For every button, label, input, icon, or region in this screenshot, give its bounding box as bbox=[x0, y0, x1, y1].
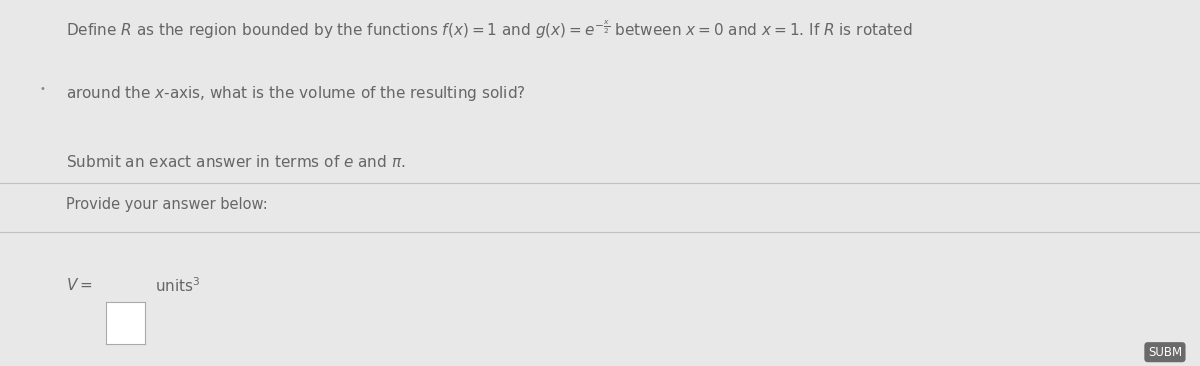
Text: Provide your answer below:: Provide your answer below: bbox=[66, 197, 268, 212]
Text: $V=$: $V=$ bbox=[66, 277, 92, 294]
Text: SUBM: SUBM bbox=[1148, 346, 1182, 359]
Text: Define $R$ as the region bounded by the functions $f(x) = 1$ and $g(x) = e^{-\fr: Define $R$ as the region bounded by the … bbox=[66, 18, 912, 41]
Text: •: • bbox=[40, 84, 46, 94]
Text: Submit an exact answer in terms of $e$ and $\pi$.: Submit an exact answer in terms of $e$ a… bbox=[66, 154, 406, 170]
Text: units$^3$: units$^3$ bbox=[155, 276, 200, 295]
Text: around the $x$-axis, what is the volume of the resulting solid?: around the $x$-axis, what is the volume … bbox=[66, 84, 526, 103]
